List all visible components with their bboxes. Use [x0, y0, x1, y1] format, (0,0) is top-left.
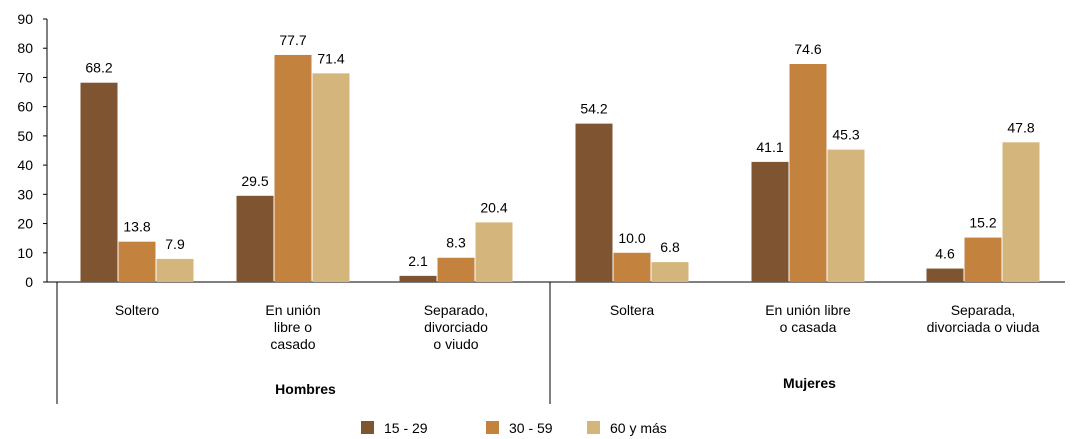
bar [651, 262, 689, 282]
data-label: 4.6 [935, 246, 955, 262]
bar [437, 257, 475, 282]
data-label: 7.9 [165, 236, 185, 252]
data-label: 2.1 [408, 253, 428, 269]
bar [827, 149, 865, 282]
bar [926, 268, 964, 282]
data-label: 54.2 [580, 101, 607, 117]
data-label: 6.8 [660, 239, 680, 255]
category-label: Separado, divorciado o viudo [424, 302, 489, 352]
y-tick-label: 30 [17, 186, 33, 202]
data-label: 13.8 [123, 219, 150, 235]
category-label: En unión libre o casado [265, 302, 320, 352]
data-label: 15.2 [969, 215, 996, 231]
data-label: 74.6 [794, 41, 821, 57]
bar [575, 123, 613, 282]
legend-swatch [361, 421, 374, 434]
y-tick-label: 70 [17, 69, 33, 85]
axes: 0 10 20 30 40 50 60 70 80 90 [17, 11, 1065, 404]
y-tick-label: 20 [17, 216, 33, 232]
category-label-line: En unión [265, 302, 320, 318]
category-label-line: libre o [274, 319, 312, 335]
category-label: En unión libre o casada [765, 302, 851, 335]
bar [236, 195, 274, 282]
y-tick-label: 10 [17, 245, 33, 261]
legend-swatch [587, 421, 600, 434]
bar [118, 241, 156, 282]
bar [274, 54, 312, 283]
category-label-line: divorciado [424, 319, 488, 335]
legend-label: 15 - 29 [384, 420, 428, 436]
bar [312, 73, 350, 282]
data-label: 29.5 [241, 173, 268, 189]
legend-label: 60 y más [610, 420, 667, 436]
category-label-line: En unión libre [765, 302, 851, 318]
bar [156, 258, 194, 282]
bar [80, 82, 118, 283]
bar [1002, 142, 1040, 282]
y-tick-label: 90 [17, 11, 33, 27]
category-label-line: Soltero [115, 302, 160, 318]
data-label: 10.0 [618, 230, 645, 246]
data-label: 45.3 [832, 127, 859, 143]
y-tick-label: 50 [17, 128, 33, 144]
y-tick-label: 80 [17, 40, 33, 56]
group-label: Mujeres [783, 375, 836, 391]
group-label: Hombres [275, 381, 336, 397]
category-label: Separada, divorciada o viuda [927, 302, 1040, 335]
data-label: 77.7 [279, 32, 306, 48]
data-label: 47.8 [1007, 119, 1034, 135]
category-label-line: o viudo [433, 336, 478, 352]
bar [399, 275, 437, 282]
category-label-line: o casada [780, 319, 837, 335]
category-label-line: Soltera [610, 302, 655, 318]
legend-swatch [486, 421, 499, 434]
bar [964, 237, 1002, 282]
bars [80, 54, 1040, 283]
data-label: 41.1 [756, 139, 783, 155]
bar [751, 161, 789, 282]
category-label: Soltera [610, 302, 655, 318]
data-label: 8.3 [446, 235, 466, 251]
category-label-line: Separado, [424, 302, 489, 318]
legend-label: 30 - 59 [509, 420, 553, 436]
data-label: 68.2 [85, 60, 112, 76]
bar [613, 252, 651, 282]
y-tick-label: 0 [25, 274, 33, 290]
data-label: 20.4 [480, 199, 507, 215]
category-label-line: Separada, [951, 302, 1016, 318]
legend: 15 - 29 30 - 59 60 y más [361, 420, 667, 436]
data-labels: 68.2 29.5 2.1 54.2 41.1 4.6 13.8 77.7 8.3 10.0 74.… [85, 32, 1034, 269]
category-label: Soltero [115, 302, 160, 318]
data-label: 71.4 [317, 50, 344, 66]
y-tick-label: 40 [17, 157, 33, 173]
y-tick-label: 60 [17, 99, 33, 115]
bar [475, 222, 513, 282]
bar [789, 64, 827, 282]
category-label-line: divorciada o viuda [927, 319, 1040, 335]
category-label-line: casado [270, 336, 315, 352]
